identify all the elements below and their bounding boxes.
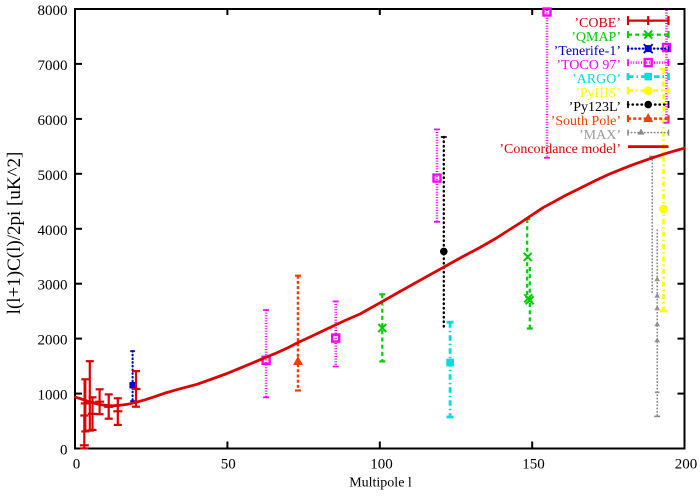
svg-text:’Py123L’: ’Py123L’ (569, 100, 621, 115)
svg-text:6000: 6000 (38, 113, 68, 129)
svg-text:’TOCO 97’: ’TOCO 97’ (556, 58, 621, 73)
svg-text:’Concordance model’: ’Concordance model’ (499, 142, 621, 157)
svg-text:4000: 4000 (38, 223, 68, 239)
svg-text:0: 0 (73, 457, 81, 473)
svg-text:l(l+1)C(l)/2pi [uK^2]: l(l+1)C(l)/2pi [uK^2] (4, 152, 25, 315)
svg-text:100: 100 (370, 457, 393, 473)
svg-text:3000: 3000 (38, 278, 68, 294)
svg-text:0: 0 (60, 443, 68, 459)
svg-text:5000: 5000 (38, 168, 68, 184)
svg-text:1000: 1000 (38, 388, 68, 404)
svg-text:’MAX’: ’MAX’ (579, 128, 621, 143)
svg-text:150: 150 (522, 457, 545, 473)
svg-text:Multipole l: Multipole l (349, 475, 412, 490)
svg-text:8000: 8000 (38, 3, 68, 19)
svg-text:’QMAP’: ’QMAP’ (571, 30, 621, 45)
svg-text:’COBE’: ’COBE’ (574, 16, 621, 31)
svg-text:7000: 7000 (38, 58, 68, 74)
svg-text:’Tenerife-1’: ’Tenerife-1’ (554, 44, 621, 59)
svg-text:’South Pole’: ’South Pole’ (551, 114, 621, 129)
svg-text:’ARGO’: ’ARGO’ (572, 72, 621, 87)
svg-text:’PyIIIS’: ’PyIIIS’ (575, 86, 621, 101)
svg-text:200: 200 (675, 457, 698, 473)
svg-text:50: 50 (221, 457, 236, 473)
svg-text:2000: 2000 (38, 333, 68, 349)
